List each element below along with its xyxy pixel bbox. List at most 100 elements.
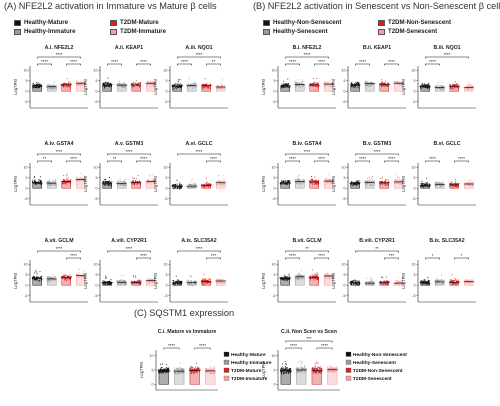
y-tick-label: 0	[414, 187, 416, 191]
data-point	[65, 85, 67, 87]
bar	[201, 281, 211, 286]
data-point	[223, 278, 225, 280]
data-point	[67, 179, 69, 181]
data-point	[356, 81, 358, 83]
data-point	[297, 178, 299, 180]
y-tick-label: 10	[164, 263, 168, 267]
data-point	[134, 280, 136, 282]
data-point	[454, 181, 456, 183]
data-point	[120, 180, 122, 182]
data-point	[82, 80, 85, 82]
significance-label: ****	[56, 246, 63, 251]
y-axis-label: LogTPM	[153, 176, 158, 192]
data-point	[49, 276, 51, 278]
data-point	[328, 173, 330, 175]
bar	[309, 276, 319, 286]
data-point	[108, 176, 111, 178]
data-point	[38, 179, 40, 181]
data-point	[68, 85, 70, 87]
data-point	[191, 180, 193, 182]
data-point	[450, 183, 452, 185]
data-point	[222, 178, 224, 180]
data-point	[50, 88, 52, 90]
data-point	[298, 175, 300, 177]
data-point	[351, 280, 353, 282]
y-tick-label: -5	[164, 197, 167, 201]
data-point	[205, 177, 207, 179]
data-point	[69, 85, 71, 87]
data-point	[53, 181, 55, 183]
data-point	[151, 83, 153, 85]
data-point	[119, 82, 121, 84]
data-point	[136, 83, 138, 85]
y-tick-label: 0	[96, 90, 98, 94]
data-point	[148, 175, 150, 177]
data-point	[63, 82, 65, 85]
significance-bracket	[355, 160, 370, 163]
data-point	[83, 181, 85, 183]
data-point	[39, 84, 42, 86]
data-point	[370, 81, 372, 83]
y-tick-label: -5	[272, 294, 275, 298]
y-tick-label: 5	[274, 79, 276, 83]
y-tick-label: -5	[24, 100, 27, 104]
data-point	[288, 273, 290, 275]
data-point	[318, 180, 320, 182]
bar	[102, 84, 112, 92]
bar	[32, 85, 42, 92]
y-tick-label: 5	[274, 176, 276, 180]
significance-label: ****	[196, 52, 203, 57]
data-point	[301, 274, 303, 276]
data-point	[137, 82, 139, 84]
data-point	[34, 270, 36, 272]
data-point	[285, 180, 287, 182]
data-point	[34, 272, 36, 274]
bar	[102, 282, 112, 286]
data-point	[190, 274, 192, 276]
data-point	[137, 280, 139, 282]
data-point	[109, 85, 111, 87]
data-point	[303, 275, 305, 277]
data-point	[203, 278, 205, 280]
panel-title: B.iii. NQO1	[433, 45, 460, 51]
y-tick-label: 0	[166, 90, 168, 94]
y-axis-label: LogTPM	[401, 176, 406, 192]
y-tick-label: 0	[166, 187, 168, 191]
data-point	[205, 86, 207, 88]
bar	[131, 282, 141, 286]
data-point	[384, 82, 386, 85]
data-point	[436, 182, 438, 185]
data-point	[425, 177, 428, 179]
data-point	[354, 83, 356, 85]
data-point	[49, 183, 51, 185]
bar	[172, 282, 182, 286]
data-point	[49, 185, 51, 187]
data-point	[84, 177, 86, 179]
data-point	[386, 82, 388, 84]
data-point	[67, 85, 69, 87]
data-point	[65, 82, 67, 85]
y-axis-label: LogTPM	[153, 273, 158, 289]
data-point	[421, 182, 423, 184]
y-tick-label: 5	[344, 79, 346, 83]
data-point	[118, 279, 120, 281]
data-point	[69, 182, 71, 184]
bar	[420, 185, 430, 189]
y-tick-label: -5	[24, 197, 27, 201]
data-point	[310, 179, 312, 181]
data-point	[40, 276, 42, 278]
data-point	[202, 87, 204, 89]
data-point	[178, 83, 180, 85]
significance-label: ****	[140, 253, 147, 258]
y-tick-label: 10	[272, 166, 276, 170]
bar	[61, 181, 71, 189]
data-point	[132, 85, 134, 87]
y-axis-label: LogTPM	[261, 79, 266, 95]
data-point	[66, 78, 68, 80]
data-point	[219, 181, 221, 183]
data-point	[79, 81, 81, 83]
data-point	[287, 82, 289, 85]
data-point	[188, 86, 190, 88]
